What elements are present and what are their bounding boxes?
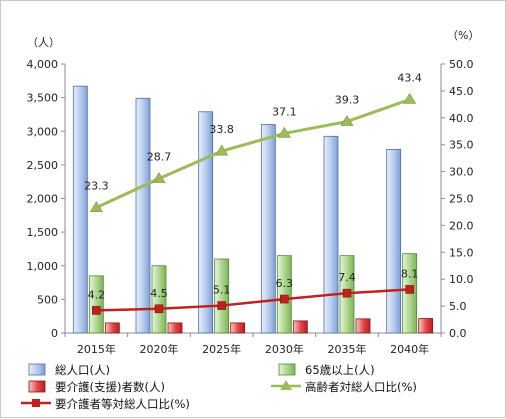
legend-swatch <box>28 363 46 376</box>
x-tick-label: 2025年 <box>202 342 241 356</box>
elderly-ratio-label: 33.8 <box>209 123 234 136</box>
left-tick-label: 1,500 <box>27 226 59 239</box>
right-tick-label: 50.0 <box>449 58 474 71</box>
right-tick-label: 45.0 <box>449 85 474 98</box>
legend-label: 65歳以上(人) <box>305 363 375 377</box>
right-tick-label: 30.0 <box>449 166 474 179</box>
care-ratio-point <box>217 301 226 310</box>
elderly-ratio-label: 39.3 <box>335 94 360 107</box>
left-axis-unit: （人） <box>27 36 60 49</box>
bar-elderly <box>88 275 104 334</box>
care-ratio-label: 6.3 <box>276 277 294 290</box>
elderly-ratio-point <box>215 144 229 156</box>
bar-care <box>167 322 183 334</box>
care-ratio-label: 4.5 <box>150 287 168 300</box>
elderly-ratio-point <box>89 201 103 212</box>
left-tick-label: 0 <box>51 327 58 340</box>
care-ratio-label: 4.2 <box>88 288 106 301</box>
legend-label: 要介護(支援)者数(人) <box>55 380 165 394</box>
right-tick-label: 15.0 <box>449 246 474 259</box>
legend-marker <box>32 399 40 407</box>
bar-marks <box>72 85 434 334</box>
right-tick-label: 20.0 <box>449 219 474 232</box>
right-tick-label: 10.0 <box>449 273 474 286</box>
left-tick-label: 3,000 <box>27 125 59 138</box>
x-tick-label: 2040年 <box>390 342 429 356</box>
bar-care <box>355 318 371 334</box>
legend-marker <box>280 380 292 390</box>
bar-population <box>135 97 151 334</box>
right-tick-label: 35.0 <box>449 139 474 152</box>
legend-label: 高齢者対総人口比(%) <box>305 380 417 394</box>
right-axis-ticks: 0.0 5.0 10.0 15.0 20.0 25.0 30.0 35.0 40.0 45.0 50… <box>441 58 474 340</box>
legend-care-ratio: 要介護者等対総人口比(%) <box>21 397 190 411</box>
bar-elderly <box>276 255 292 334</box>
axes <box>64 64 442 334</box>
care-ratio-point <box>92 306 101 315</box>
right-tick-label: 0.0 <box>449 327 467 340</box>
care-ratio-point <box>154 304 164 314</box>
elderly-ratio-label: 23.3 <box>84 180 109 193</box>
elderly-ratio-point <box>403 92 417 104</box>
right-axis-unit: （%） <box>447 29 479 42</box>
legend-swatch <box>278 363 296 376</box>
legend-population: 総人口(人) <box>28 363 110 377</box>
right-tick-label: 25.0 <box>449 193 474 206</box>
elderly-ratio-point <box>277 126 291 138</box>
care-ratio-label: 8.1 <box>401 267 419 280</box>
x-tick-label: 2030年 <box>265 342 304 356</box>
bar-population <box>260 124 276 334</box>
legend-label: 総人口(人) <box>55 363 110 377</box>
right-tick-label: 5.0 <box>449 300 467 313</box>
x-tick-label: 2035年 <box>328 342 367 356</box>
x-axis-ticks: 2015年 2020年 2025年 2030年 2035年 2040年 <box>64 333 442 356</box>
elderly-ratio-label: 37.1 <box>272 105 297 118</box>
left-tick-label: 1,000 <box>27 260 59 273</box>
x-tick-label: 2020年 <box>140 342 179 356</box>
bar-population <box>72 85 88 334</box>
bar-population <box>386 149 402 334</box>
bar-care <box>292 320 308 334</box>
left-tick-label: 4,000 <box>27 58 59 71</box>
bar-elderly <box>151 265 167 334</box>
elderly-ratio-point <box>152 172 166 183</box>
elderly-ratio-point <box>340 114 354 126</box>
legend-label: 要介護者等対総人口比(%) <box>55 397 190 411</box>
elderly-ratio-line <box>95 98 411 210</box>
line-marks: 23.3 28.7 33.8 37.1 39.3 43.4 4.2 4.5 5.1 6.3 7.4 8… <box>84 72 422 315</box>
legend-care: 要介護(支援)者数(人) <box>28 380 165 394</box>
bar-population <box>198 111 214 334</box>
left-tick-label: 500 <box>37 293 58 306</box>
left-tick-label: 3,500 <box>27 92 59 105</box>
bar-care <box>230 322 246 334</box>
legend-swatch <box>28 380 46 393</box>
elderly-ratio-label: 28.7 <box>147 151 172 164</box>
care-ratio-line <box>96 288 410 312</box>
elderly-ratio-label: 43.4 <box>397 72 422 85</box>
legend-elderly-ratio: 高齢者対総人口比(%) <box>271 380 417 394</box>
care-ratio-point <box>280 294 289 304</box>
care-ratio-point <box>342 288 352 298</box>
care-ratio-point <box>405 285 414 294</box>
bar-care <box>104 322 120 334</box>
x-tick-label: 2015年 <box>77 342 116 356</box>
legend: 総人口(人) 65歳以上(人) 要介護(支援)者数(人) 高齢者対総人口比(%) 要介護… <box>21 363 417 411</box>
care-ratio-label: 7.4 <box>338 271 356 284</box>
care-ratio-label: 5.1 <box>213 284 231 297</box>
left-tick-label: 2,500 <box>27 159 59 172</box>
right-tick-label: 40.0 <box>449 112 474 125</box>
legend-elderly: 65歳以上(人) <box>278 363 375 377</box>
bar-population <box>323 135 339 334</box>
bar-elderly <box>214 258 230 334</box>
bar-care <box>418 318 434 334</box>
left-axis-ticks: 0 500 1,000 1,500 2,000 2,500 3,000 3,500 4,000 <box>27 58 65 340</box>
left-tick-label: 2,000 <box>27 193 59 206</box>
